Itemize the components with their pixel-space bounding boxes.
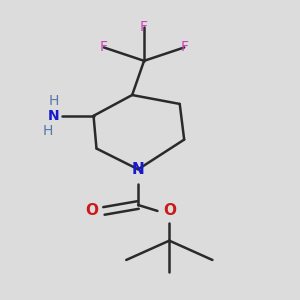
Text: N: N [48, 109, 59, 123]
Text: N: N [132, 162, 145, 177]
Text: H: H [48, 94, 59, 108]
Text: F: F [100, 40, 108, 55]
Text: F: F [140, 20, 148, 34]
Text: O: O [163, 203, 176, 218]
Text: H: H [42, 124, 52, 138]
Text: O: O [85, 203, 98, 218]
Text: F: F [180, 40, 188, 55]
